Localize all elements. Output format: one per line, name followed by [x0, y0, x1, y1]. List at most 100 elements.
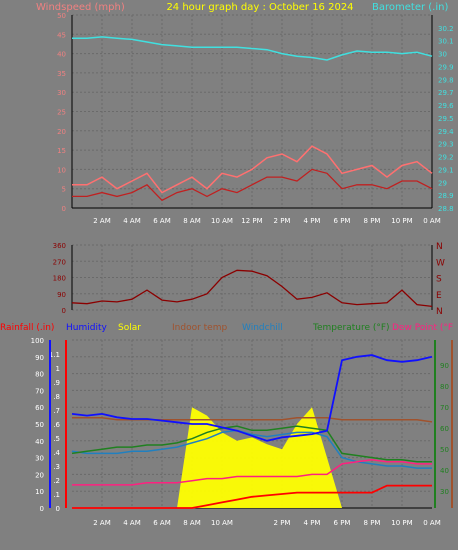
barometer-tick-label: 29.9 [438, 63, 454, 71]
x-tick-label: 12 PM [241, 217, 262, 225]
rain-tick-label: .7 [53, 407, 60, 415]
temp-tick-label: 80 [440, 383, 449, 391]
rain-tick-label: 1 [56, 365, 60, 373]
legend-item: Windchill [242, 323, 283, 333]
x-tick-label: 8 AM [183, 519, 201, 527]
x-tick-label: 10 PM [391, 217, 412, 225]
x-tick-label: 4 PM [304, 519, 321, 527]
x-tick-label: 8 PM [364, 519, 381, 527]
direction-tick-label: 270 [53, 258, 66, 266]
x-tick-label: 2 PM [274, 519, 291, 527]
windspeed-tick-label: 40 [57, 51, 66, 59]
compass-label: N [436, 242, 443, 252]
gust-line [72, 145, 433, 194]
rain-tick-label: .9 [53, 379, 60, 387]
solar-area [72, 407, 432, 508]
windchill-line [71, 429, 432, 469]
x-tick-label: 10 AM [211, 217, 233, 225]
x-tick-label: 4 AM [123, 217, 141, 225]
x-tick-label: 6 AM [153, 217, 171, 225]
percent-tick-label: 40 [35, 438, 44, 446]
compass-label: W [436, 258, 445, 268]
rainfall-line [72, 484, 432, 509]
legend-item: Humidity [66, 323, 107, 333]
legend-item: Dew Point (°F [392, 323, 453, 333]
x-tick-label: 6 AM [153, 519, 171, 527]
barometer-tick-label: 29.3 [438, 141, 454, 149]
temperature-line [71, 425, 432, 463]
windspeed-tick-label: 25 [57, 109, 66, 117]
windspeed-tick-label: 20 [57, 128, 66, 136]
x-tick-label: 2 AM [93, 519, 111, 527]
percent-tick-label: 60 [35, 404, 44, 412]
windspeed-tick-label: 30 [57, 89, 66, 97]
compass-label: S [436, 275, 442, 285]
direction-tick-label: 0 [62, 307, 66, 315]
windspeed-tick-label: 10 [57, 166, 66, 174]
direction-tick-label: 180 [53, 275, 66, 283]
windspeed-tick-label: 15 [57, 147, 66, 155]
windspeed-tick-label: 0 [62, 205, 66, 213]
temp-tick-label: 60 [440, 425, 449, 433]
legend-item: Indoor temp [172, 323, 227, 333]
rain-tick-label: .5 [53, 435, 60, 443]
barometer-tick-label: 29.6 [438, 102, 454, 110]
x-tick-label: 4 AM [123, 519, 141, 527]
rain-tick-label: .1 [53, 491, 60, 499]
rain-tick-label: 0 [56, 505, 60, 513]
compass-label: E [436, 291, 442, 301]
windspeed-axis-title: Windspeed (mph) [36, 2, 125, 13]
rain-tick-label: .6 [53, 421, 60, 429]
humidity-line [71, 354, 433, 442]
avg-wind-line [72, 168, 433, 202]
percent-tick-label: 30 [35, 455, 44, 463]
barometer-tick-label: 29 [438, 179, 447, 187]
x-tick-label: 8 PM [364, 217, 381, 225]
direction-tick-label: 360 [53, 242, 66, 250]
percent-tick-label: 90 [35, 354, 44, 362]
barometer-tick-label: 30.2 [438, 25, 454, 33]
rain-tick-label: .8 [53, 393, 60, 401]
percent-tick-label: 50 [35, 421, 44, 429]
x-tick-label: 0 AM [423, 519, 441, 527]
percent-tick-label: 70 [35, 387, 44, 395]
x-tick-label: 6 PM [334, 519, 351, 527]
temp-tick-label: 50 [440, 446, 449, 454]
percent-tick-label: 20 [35, 471, 44, 479]
barometer-tick-label: 29.4 [438, 128, 454, 136]
windspeed-tick-label: 50 [57, 12, 66, 20]
x-tick-label: 10 AM [211, 519, 233, 527]
rain-tick-label: .2 [53, 477, 60, 485]
temp-tick-label: 90 [440, 362, 449, 370]
barometer-axis-title: Barometer (.in) [372, 2, 448, 13]
dewpoint-line [72, 458, 432, 486]
x-tick-label: 0 AM [423, 217, 441, 225]
barometer-tick-label: 29.5 [438, 115, 454, 123]
x-tick-label: 6 PM [334, 217, 351, 225]
windspeed-tick-label: 45 [57, 31, 66, 39]
legend-item: Temperature (°F) [312, 323, 390, 333]
barometer-tick-label: 30.1 [438, 38, 454, 46]
temp-tick-label: 40 [440, 467, 449, 475]
windspeed-tick-label: 5 [62, 186, 66, 194]
temp-tick-label: 70 [440, 404, 449, 412]
direction-line [71, 269, 433, 308]
x-tick-label: 2 AM [93, 217, 111, 225]
legend-item: Rainfall (.in) [0, 323, 54, 333]
rain-tick-label: .4 [53, 449, 60, 457]
barometer-tick-label: 29.8 [438, 76, 454, 84]
barometer-tick-label: 30 [438, 51, 447, 59]
x-tick-label: 4 PM [304, 217, 321, 225]
percent-tick-label: 10 [35, 488, 44, 496]
barometer-tick-label: 29.1 [438, 166, 454, 174]
barometer-tick-label: 28.8 [438, 205, 454, 213]
rain-tick-label: .3 [53, 463, 60, 471]
windspeed-tick-label: 35 [57, 70, 66, 78]
chart-title: 24 hour graph day : October 16 2024 [166, 2, 353, 13]
barometer-tick-label: 28.9 [438, 192, 454, 200]
x-tick-label: 2 PM [274, 217, 291, 225]
x-tick-label: 10 PM [391, 519, 412, 527]
barometer-tick-label: 29.7 [438, 89, 454, 97]
